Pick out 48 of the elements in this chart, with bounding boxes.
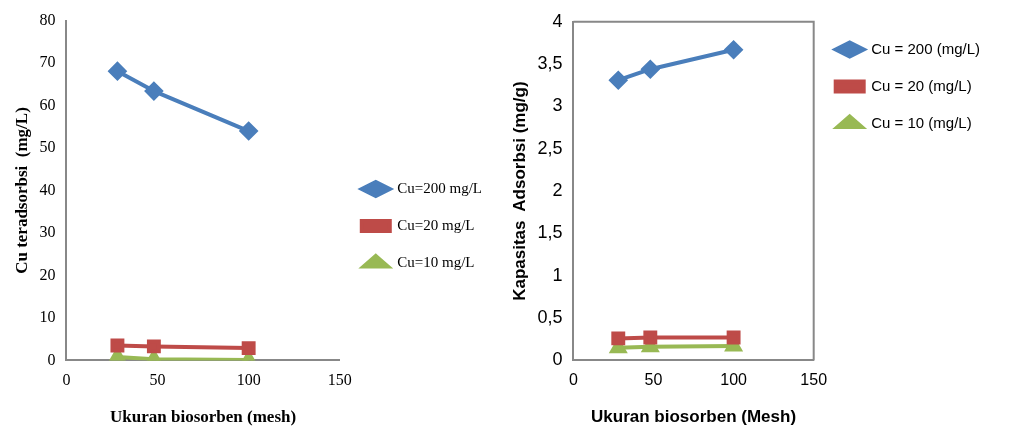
legend-label: Cu = 20 (mg/L) [871,76,972,94]
y-tick-label: 0,5 [537,307,563,328]
y-tick-label: 70 [39,53,56,71]
y-tick-label: 30 [39,223,56,241]
legend-label: Cu = 200 (mg/L) [871,39,981,57]
y-tick-label: 2 [552,180,563,201]
y-tick-label: 3,5 [537,53,563,74]
x-tick-label: 0 [568,371,578,389]
point [110,338,125,353]
x-tick-label: 100 [236,371,261,389]
y-tick-label: 4 [552,10,563,31]
point [241,341,256,356]
y-tick-label: 3 [552,95,563,116]
x-tick-label: 150 [800,371,828,389]
y-axis-title: Kapasitas Adsorbsi (mg/g) [509,81,529,301]
point [144,82,163,101]
point [643,330,658,345]
y-tick-label: 50 [39,138,56,156]
legend-label: Cu=200 mg/L [397,179,483,196]
y-tick-label: 20 [39,265,56,283]
x-tick-label: 0 [62,371,71,389]
y-axis-title: Cu teradsorbsi (mg/L) [11,107,31,274]
point [611,331,626,346]
legend-label: Cu = 10 (mg/L) [871,113,972,131]
y-tick-label: 1 [552,264,563,285]
point [726,330,741,345]
x-tick-label: 50 [149,371,166,389]
point [146,339,161,354]
legend-label: Cu=20 mg/L [397,216,475,233]
x-tick-label: 100 [720,371,748,389]
y-tick-label: 1,5 [537,222,563,243]
x-tick-label: 150 [327,371,352,389]
point [724,40,743,59]
y-tick-label: 10 [39,308,56,326]
x-tick-label: 50 [644,371,663,389]
y-tick-label: 2,5 [537,137,563,158]
y-tick-label: 0 [47,350,56,368]
x-axis-title: Ukuran biosorben (Mesh) [591,407,797,427]
legend-label: Cu=10 mg/L [397,253,475,270]
y-tick-label: 40 [39,180,56,198]
y-tick-label: 0 [552,349,563,370]
point [641,60,660,79]
point [108,62,127,81]
point [609,71,628,90]
y-tick-label: 60 [39,95,56,113]
point [239,122,258,141]
x-axis-title: Ukuran biosorben (mesh) [110,407,297,427]
y-tick-label: 80 [39,10,56,28]
